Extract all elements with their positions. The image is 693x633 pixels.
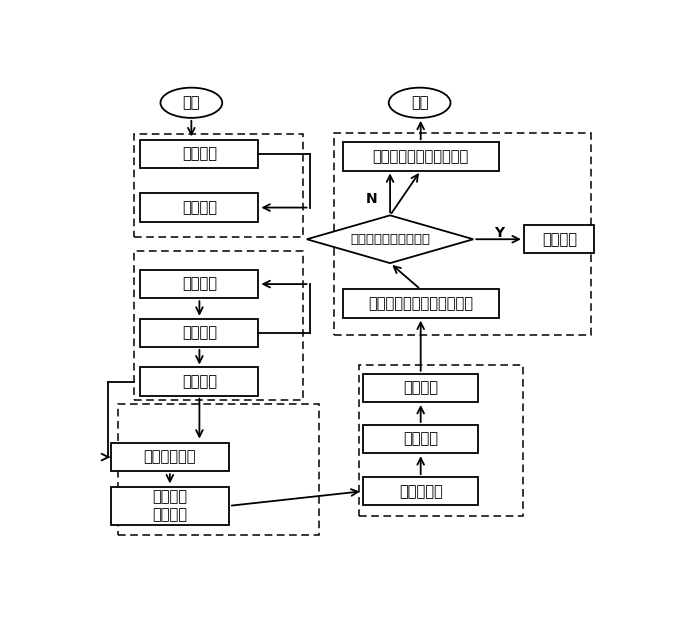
Text: N: N <box>365 192 377 206</box>
Bar <box>334 133 592 335</box>
Text: 编译执行: 编译执行 <box>182 374 217 389</box>
Text: 无效结果: 无效结果 <box>542 232 577 247</box>
Ellipse shape <box>389 87 450 118</box>
Text: 局部散度: 局部散度 <box>403 380 438 396</box>
Text: 待测程序: 待测程序 <box>182 146 217 161</box>
Bar <box>118 404 319 535</box>
Text: 开始: 开始 <box>182 96 200 110</box>
FancyBboxPatch shape <box>525 225 594 253</box>
Text: 宽度学习: 宽度学习 <box>403 432 438 446</box>
Text: 测试用例结果是否成功: 测试用例结果是否成功 <box>350 233 430 246</box>
FancyBboxPatch shape <box>343 289 498 318</box>
Text: 测试用例
执行结果: 测试用例 执行结果 <box>152 490 187 522</box>
FancyBboxPatch shape <box>140 318 258 347</box>
FancyBboxPatch shape <box>140 194 258 222</box>
Bar <box>134 134 303 237</box>
Text: 测试用例: 测试用例 <box>182 200 217 215</box>
Text: 结束: 结束 <box>411 96 428 110</box>
Text: 程序插桩: 程序插桩 <box>182 325 217 341</box>
Text: 预测模拟测试用例执行结果: 预测模拟测试用例执行结果 <box>368 296 473 311</box>
FancyBboxPatch shape <box>363 477 478 505</box>
Text: 程序行为特征: 程序行为特征 <box>143 449 196 465</box>
FancyBboxPatch shape <box>140 270 258 298</box>
FancyBboxPatch shape <box>363 425 478 453</box>
FancyBboxPatch shape <box>111 487 229 525</box>
FancyBboxPatch shape <box>363 373 478 402</box>
Text: 生成语句可疑度排名列表: 生成语句可疑度排名列表 <box>373 149 468 164</box>
Polygon shape <box>307 215 473 263</box>
Text: 网格搜索法: 网格搜索法 <box>398 484 443 499</box>
FancyBboxPatch shape <box>111 443 229 471</box>
FancyBboxPatch shape <box>343 142 498 170</box>
FancyBboxPatch shape <box>140 140 258 168</box>
Text: 静态分析: 静态分析 <box>182 277 217 292</box>
Bar <box>360 365 523 516</box>
Ellipse shape <box>161 87 222 118</box>
Bar <box>134 251 303 400</box>
FancyBboxPatch shape <box>140 367 258 396</box>
Text: Y: Y <box>494 226 505 240</box>
